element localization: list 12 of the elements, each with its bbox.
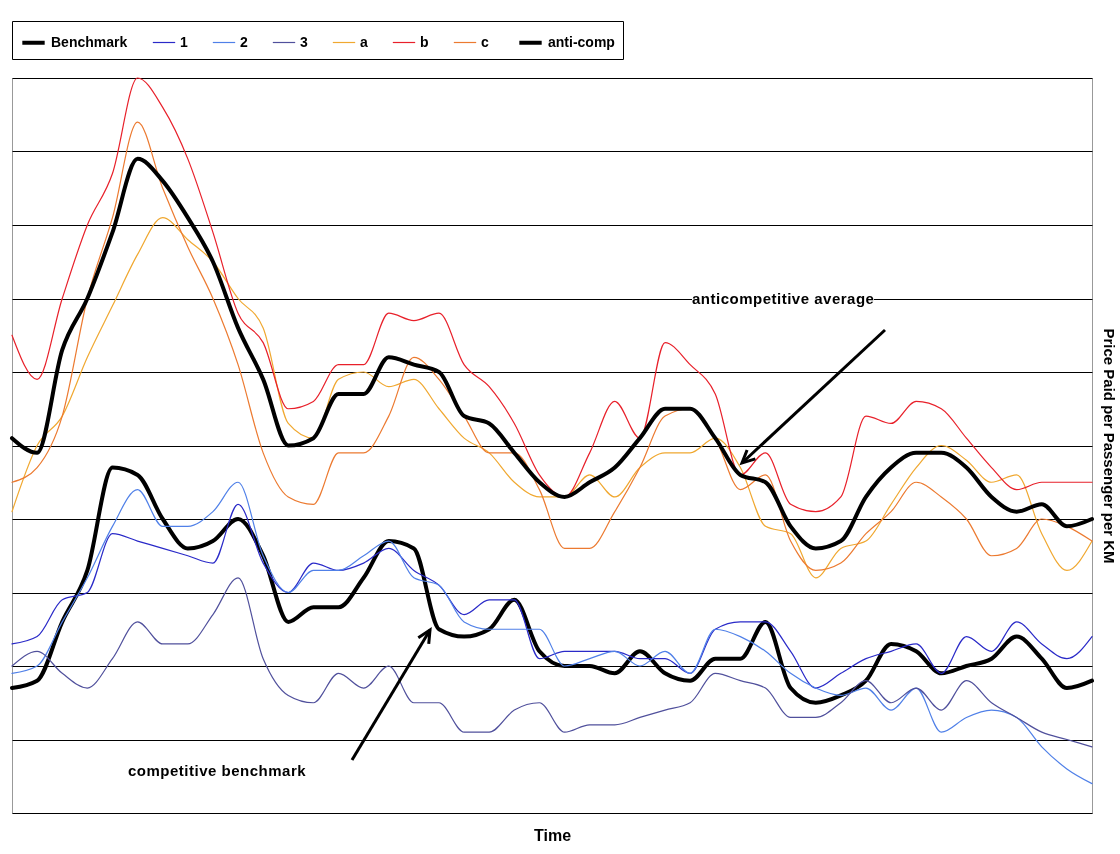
legend-label: a [360, 33, 368, 50]
legend-label: c [481, 33, 489, 50]
legend-label: anti-comp [548, 33, 615, 50]
x-axis-title: Time [533, 826, 572, 844]
y-axis-title: Price Paid per Passenger per KM [1100, 328, 1118, 564]
annotation: competitive benchmark [128, 762, 307, 779]
legend-label: 2 [240, 33, 248, 50]
legend-label: Benchmark [51, 33, 128, 50]
legend-label: b [420, 33, 429, 50]
legend-label: 1 [180, 33, 188, 50]
legend-label: 3 [300, 33, 308, 50]
annotation: anticompetitive average [692, 290, 875, 307]
